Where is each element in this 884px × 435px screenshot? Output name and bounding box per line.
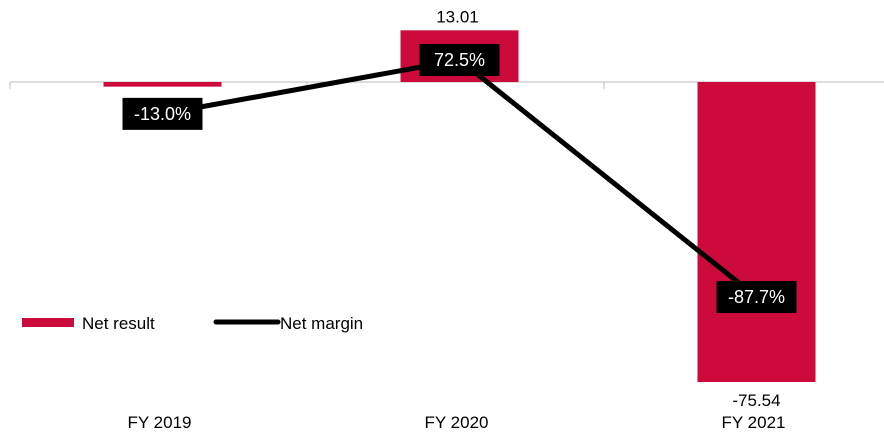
bar-value-label-1: 13.01 xyxy=(436,7,479,26)
margin-label-2: -87.7% xyxy=(728,287,785,307)
margin-label-box-2 xyxy=(716,281,797,313)
category-label-1: FY 2020 xyxy=(425,413,489,432)
legend-label-net-margin: Net margin xyxy=(280,314,363,333)
margin-label-0: -13.0% xyxy=(134,104,191,124)
legend: Net result Net margin xyxy=(22,314,363,333)
margin-label-box-0 xyxy=(122,97,203,130)
bar-net-result-2 xyxy=(697,82,816,382)
margin-label-1: 72.5% xyxy=(434,50,485,70)
category-label-0: FY 2019 xyxy=(128,413,192,432)
legend-swatch-net-result xyxy=(22,318,74,327)
margin-label-box-1 xyxy=(419,44,500,76)
bar-net-result-0 xyxy=(103,82,222,87)
legend-label-net-result: Net result xyxy=(82,314,155,333)
category-label-2: FY 2021 xyxy=(722,413,786,432)
line-net-margin xyxy=(162,57,759,299)
bar-value-label-2: -75.54 xyxy=(732,391,780,410)
